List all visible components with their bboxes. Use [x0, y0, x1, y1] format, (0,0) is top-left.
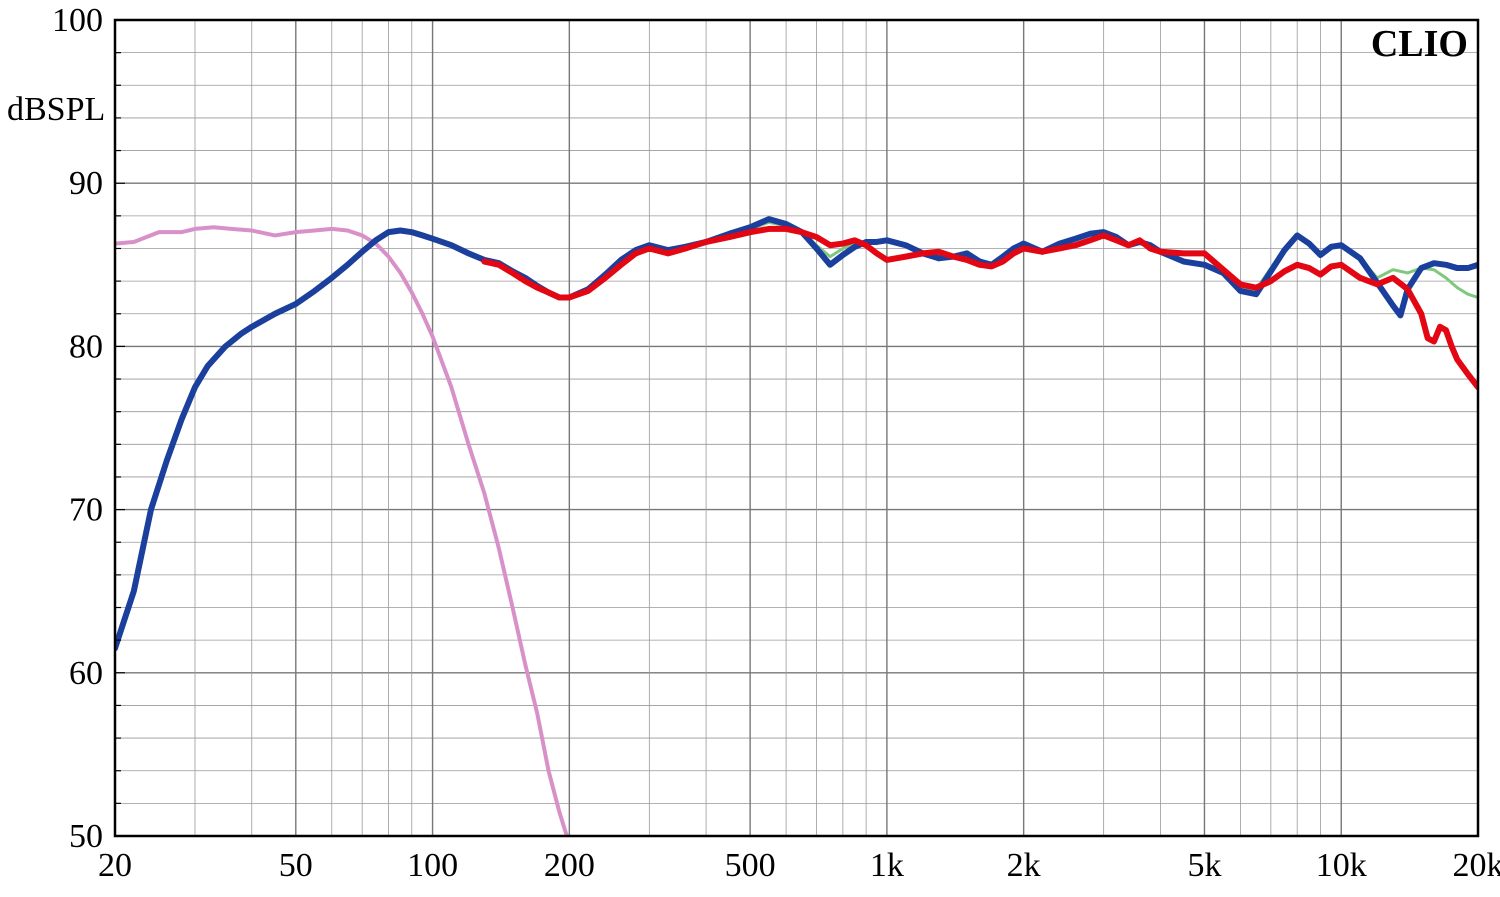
- frequency-response-chart: 5060708090100dBSPL20501002005001k2k5k10k…: [0, 0, 1500, 897]
- y-tick-label: 60: [69, 655, 103, 692]
- x-tick-label: 50: [279, 847, 313, 884]
- y-tick-label: 100: [52, 2, 103, 39]
- y-tick-label: 70: [69, 492, 103, 529]
- x-tick-label: 5k: [1187, 847, 1221, 884]
- x-tick-label: 2k: [1007, 847, 1041, 884]
- x-tick-label: 1k: [870, 847, 904, 884]
- x-tick-label: 500: [725, 847, 776, 884]
- x-tick-label: 100: [407, 847, 458, 884]
- x-tick-label: 20k: [1453, 847, 1500, 884]
- chart-svg: 5060708090100dBSPL20501002005001k2k5k10k…: [0, 0, 1500, 897]
- y-tick-label: 80: [69, 328, 103, 365]
- x-tick-label: 200: [544, 847, 595, 884]
- x-tick-label: 10k: [1316, 847, 1367, 884]
- watermark: CLIO: [1371, 23, 1468, 65]
- y-axis-title: dBSPL: [7, 91, 105, 128]
- y-tick-label: 90: [69, 165, 103, 202]
- x-tick-label: 20: [98, 847, 132, 884]
